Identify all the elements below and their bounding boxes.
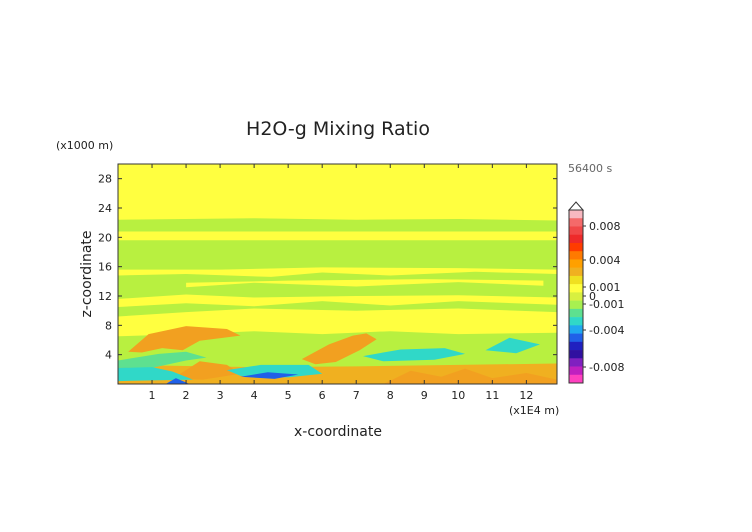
x-tick-label: 5: [285, 389, 292, 402]
colorbar-level: [569, 226, 583, 236]
chart-title: H2O-g Mixing Ratio: [246, 118, 430, 140]
colorbar-level: [569, 210, 583, 219]
contour-region-13: [363, 348, 466, 362]
colorbar-level: [569, 218, 583, 227]
y-tick-label: 20: [98, 231, 112, 244]
x-tick-label: 1: [149, 389, 156, 402]
x-tick-label: 8: [387, 389, 394, 402]
y-axis-label: z-coordinate: [79, 230, 95, 317]
contour-region-12: [226, 364, 323, 378]
y-tick-label: 16: [98, 261, 112, 274]
colorbar-level: [569, 267, 583, 277]
colorbar-level: [569, 350, 583, 359]
y-tick-label: 12: [98, 290, 112, 303]
colorbar-level: [569, 242, 583, 252]
colorbar-tick-label: -0.004: [589, 324, 624, 337]
x-axis-ticks: 1 2 3 4 5 6 7 8 9 10 11 12: [149, 164, 533, 402]
contour-region-4: [118, 294, 557, 307]
y-axis-ticks: 4 8 12 16 20 24 28: [98, 173, 557, 362]
contour-region-14: [485, 337, 540, 354]
colorbar-level: [569, 300, 583, 310]
contour-region-10: [118, 351, 207, 368]
x-tick-label: 2: [183, 389, 190, 402]
colorbar-level: [569, 259, 583, 268]
colorbar-tick-label: -0.001: [589, 298, 624, 311]
y-tick-label: 4: [105, 349, 112, 362]
colorbar-tick-label: 0: [589, 290, 596, 303]
colorbar-tick-label: 0.004: [589, 254, 621, 267]
x-tick-label: 4: [251, 389, 258, 402]
y-tick-label: 28: [98, 173, 112, 186]
x-unit-label: (x1E4 m): [509, 404, 559, 417]
contour-region-3: [186, 279, 544, 288]
colorbar-level: [569, 275, 583, 285]
contour-region-7: [128, 326, 241, 353]
y-tick-label: 24: [98, 202, 112, 215]
colorbar-level: [569, 234, 583, 244]
colorbar-cap: [567, 201, 585, 211]
colorbar-level: [569, 292, 583, 301]
colorbar-tick-label: 0.008: [589, 220, 621, 233]
colorbar-level: [569, 341, 583, 351]
colorbar-level: [569, 366, 583, 376]
colorbar-level: [569, 251, 583, 260]
x-axis-label: x-coordinate: [294, 424, 382, 440]
colorbar-level: [569, 358, 583, 367]
colorbar-level: [569, 308, 583, 318]
x-tick-label: 6: [319, 389, 326, 402]
contour-region-8: [301, 333, 377, 365]
contour-region-16: [165, 378, 190, 384]
colorbar-level: [569, 333, 583, 343]
x-tick-label: 3: [217, 389, 224, 402]
x-tick-label: 10: [451, 389, 465, 402]
contour-region-5: [118, 308, 557, 337]
contour-region-1: [118, 231, 557, 241]
y-tick-label: 8: [105, 319, 112, 332]
contour-region-11: [118, 367, 193, 382]
contour-region-15: [240, 372, 299, 379]
contour-region-9: [172, 361, 241, 380]
plot-area: [117, 163, 558, 385]
x-tick-label: 11: [485, 389, 499, 402]
plot-frame: [117, 163, 558, 385]
colorbar-level: [569, 284, 583, 293]
contour-region-17: [383, 368, 557, 384]
x-tick-label: 7: [353, 389, 360, 402]
x-tick-label: 9: [421, 389, 428, 402]
colorbar-level: [569, 317, 583, 326]
colorbar-tick-label: -0.008: [589, 361, 624, 374]
colorbar-tick-label: 0.001: [589, 281, 621, 294]
colorbar-level: [569, 374, 583, 384]
colorbar-level: [569, 325, 583, 334]
x-tick-label: 12: [519, 389, 533, 402]
time-label: 56400 s: [568, 162, 612, 175]
y-unit-label: (x1000 m): [56, 139, 113, 152]
contour-region-2: [118, 267, 557, 277]
